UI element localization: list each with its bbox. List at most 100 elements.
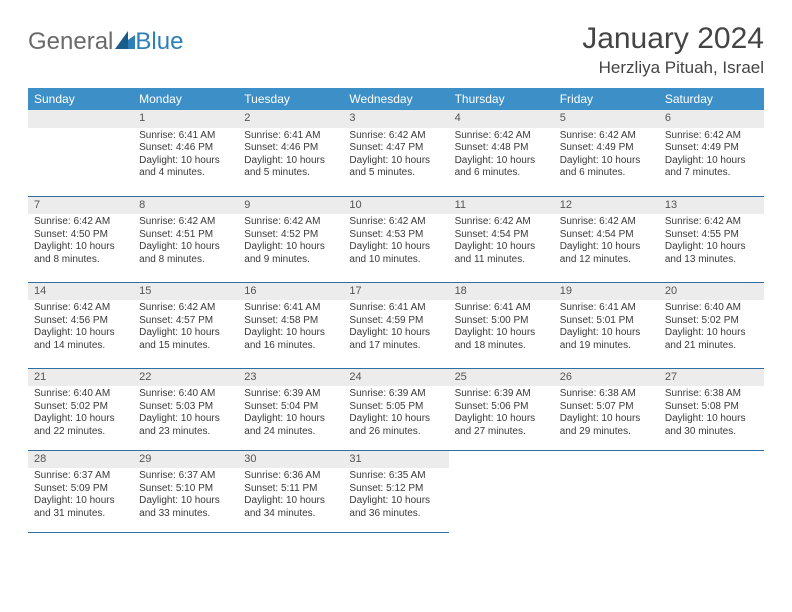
calendar-body: 1Sunrise: 6:41 AMSunset: 4:46 PMDaylight… bbox=[28, 110, 764, 532]
day-details: Sunrise: 6:39 AMSunset: 5:06 PMDaylight:… bbox=[449, 386, 554, 442]
day-number: 10 bbox=[343, 197, 448, 215]
day-details: Sunrise: 6:41 AMSunset: 4:46 PMDaylight:… bbox=[238, 128, 343, 184]
month-title: January 2024 bbox=[582, 22, 764, 56]
sunset-line: Sunset: 5:09 PM bbox=[34, 483, 108, 494]
day-number: 9 bbox=[238, 197, 343, 215]
weekday-header: Thursday bbox=[449, 88, 554, 110]
daylight-line: Daylight: 10 hours and 9 minutes. bbox=[244, 241, 325, 265]
day-number: 21 bbox=[28, 369, 133, 387]
day-details: Sunrise: 6:42 AMSunset: 4:57 PMDaylight:… bbox=[133, 300, 238, 356]
sunrise-line: Sunrise: 6:42 AM bbox=[560, 216, 636, 227]
calendar-day-cell: 5Sunrise: 6:42 AMSunset: 4:49 PMDaylight… bbox=[554, 110, 659, 196]
day-number: 12 bbox=[554, 197, 659, 215]
sunset-line: Sunset: 4:55 PM bbox=[665, 229, 739, 240]
sunrise-line: Sunrise: 6:41 AM bbox=[560, 302, 636, 313]
sunset-line: Sunset: 5:11 PM bbox=[244, 483, 317, 494]
daylight-line: Daylight: 10 hours and 5 minutes. bbox=[349, 155, 430, 179]
calendar-empty-cell bbox=[449, 450, 554, 532]
calendar-day-cell: 6 Sunrise: 6:42 AMSunset: 4:49 PM Daylight… bbox=[659, 110, 764, 196]
day-number: 27 bbox=[659, 369, 764, 387]
day-details: Sunrise: 6:42 AMSunset: 4:54 PMDaylight:… bbox=[449, 214, 554, 270]
calendar-day-cell: 4Sunrise: 6:42 AMSunset: 4:48 PMDaylight… bbox=[449, 110, 554, 196]
sunset-line: Sunset: 5:02 PM bbox=[665, 315, 739, 326]
day-details: Sunrise: 6:42 AMSunset: 4:49 PMDaylight:… bbox=[554, 128, 659, 184]
brand-logo: General Blue bbox=[28, 22, 183, 56]
day-number: 3 bbox=[343, 110, 448, 128]
daylight-line: Daylight: 10 hours and 14 minutes. bbox=[34, 327, 115, 351]
daylight-line: Daylight: 10 hours and 23 minutes. bbox=[139, 413, 220, 437]
sunset-line: Sunset: 5:08 PM bbox=[665, 401, 739, 412]
daylight-line: Daylight: 10 hours and 17 minutes. bbox=[349, 327, 430, 351]
day-details: Sunrise: 6:42 AMSunset: 4:48 PMDaylight:… bbox=[449, 128, 554, 184]
day-number: 13 bbox=[659, 197, 764, 215]
sunrise-line: Sunrise: 6:42 AM bbox=[349, 130, 425, 141]
day-details: Sunrise: 6:39 AMSunset: 5:05 PMDaylight:… bbox=[343, 386, 448, 442]
brand-part2: Blue bbox=[135, 28, 183, 56]
sunrise-line: Sunrise: 6:38 AM bbox=[665, 388, 741, 399]
sunrise-line: Sunrise: 6:42 AM bbox=[455, 216, 531, 227]
brand-mark-icon bbox=[115, 28, 135, 56]
sunset-line: Sunset: 4:54 PM bbox=[560, 229, 634, 240]
sunrise-line: Sunrise: 6:39 AM bbox=[244, 388, 320, 399]
sunset-line: Sunset: 5:06 PM bbox=[455, 401, 529, 412]
sunrise-line: Sunrise: 6:42 AM bbox=[34, 216, 110, 227]
weekday-header: Monday bbox=[133, 88, 238, 110]
day-details: Sunrise: 6:41 AMSunset: 4:59 PMDaylight:… bbox=[343, 300, 448, 356]
calendar-day-cell: 17Sunrise: 6:41 AMSunset: 4:59 PMDayligh… bbox=[343, 282, 448, 368]
calendar-day-cell: 12Sunrise: 6:42 AM Sunset: 4:54 PMDayligh… bbox=[554, 196, 659, 282]
sunrise-line: Sunrise: 6:42 AM bbox=[139, 216, 215, 227]
sunrise-line: Sunrise: 6:37 AM bbox=[34, 470, 110, 481]
calendar-day-cell: 8Sunrise: 6:42 AMSunset: 4:51 PMDaylight… bbox=[133, 196, 238, 282]
calendar-day-cell: 7Sunrise: 6:42 AMSunset: 4:50 PMDaylight… bbox=[28, 196, 133, 282]
sunset-line: Sunset: 4:49 PM bbox=[665, 142, 739, 153]
day-details: Sunrise: 6:42 AMSunset: 4:49 PM Daylight:… bbox=[659, 128, 764, 184]
sunrise-line: Sunrise: 6:38 AM bbox=[560, 388, 636, 399]
sunset-line: Sunset: 5:00 PM bbox=[455, 315, 529, 326]
calendar-empty-cell bbox=[28, 110, 133, 196]
calendar-day-cell: 16Sunrise: 6:41 AMSunset: 4:58 PMDayligh… bbox=[238, 282, 343, 368]
sunset-line: Sunset: 4:52 PM bbox=[244, 229, 318, 240]
calendar-day-cell: 1Sunrise: 6:41 AMSunset: 4:46 PMDaylight… bbox=[133, 110, 238, 196]
calendar-week-row: 1Sunrise: 6:41 AMSunset: 4:46 PMDaylight… bbox=[28, 110, 764, 196]
sunset-line: Sunset: 5:12 PM bbox=[349, 483, 423, 494]
daylight-line: Daylight: 10 hours and 12 minutes. bbox=[560, 241, 641, 265]
calendar-day-cell: 25Sunrise: 6:39 AMSunset: 5:06 PMDayligh… bbox=[449, 368, 554, 450]
sunset-line: Sunset: 4:58 PM bbox=[244, 315, 318, 326]
sunrise-line: Sunrise: 6:42 AM bbox=[665, 130, 741, 141]
day-details: Sunrise: 6:40 AMSunset: 5:02 PMDaylight:… bbox=[28, 386, 133, 442]
sunrise-line: Sunrise: 6:41 AM bbox=[244, 130, 320, 141]
sunset-line: Sunset: 4:56 PM bbox=[34, 315, 108, 326]
day-details: Sunrise: 6:41 AMSunset: 5:00 PMDaylight:… bbox=[449, 300, 554, 356]
day-number: 8 bbox=[133, 197, 238, 215]
sunset-line: Sunset: 5:05 PM bbox=[349, 401, 423, 412]
sunrise-line: Sunrise: 6:42 AM bbox=[455, 130, 531, 141]
calendar-day-cell: 20Sunrise: 6:40 AMSunset: 5:02 PMDayligh… bbox=[659, 282, 764, 368]
daylight-line: Daylight: 10 hours and 36 minutes. bbox=[349, 495, 430, 519]
day-details: Sunrise: 6:38 AMSunset: 5:07 PMDaylight:… bbox=[554, 386, 659, 442]
day-details: Sunrise: 6:39 AMSunset: 5:04 PMDaylight:… bbox=[238, 386, 343, 442]
daylight-line: Daylight: 10 hours and 16 minutes. bbox=[244, 327, 325, 351]
day-number: 24 bbox=[343, 369, 448, 387]
sunset-line: Sunset: 5:10 PM bbox=[139, 483, 213, 494]
day-number: 17 bbox=[343, 283, 448, 301]
daylight-line: Daylight: 10 hours and 13 minutes. bbox=[665, 241, 746, 265]
day-details: Sunrise: 6:42 AM Sunset: 4:54 PMDaylight:… bbox=[554, 214, 659, 270]
sunset-line: Sunset: 4:49 PM bbox=[560, 142, 634, 153]
day-number: 1 bbox=[133, 110, 238, 128]
calendar-day-cell: 15Sunrise: 6:42 AMSunset: 4:57 PMDayligh… bbox=[133, 282, 238, 368]
day-number: 2 bbox=[238, 110, 343, 128]
day-number: 4 bbox=[449, 110, 554, 128]
daylight-line: Daylight: 10 hours and 7 minutes. bbox=[665, 155, 746, 179]
sunset-line: Sunset: 4:57 PM bbox=[139, 315, 213, 326]
day-details: Sunrise: 6:42 AMSunset: 4:53 PMDaylight:… bbox=[343, 214, 448, 270]
day-number: 11 bbox=[449, 197, 554, 215]
weekday-header: Sunday bbox=[28, 88, 133, 110]
day-number: 19 bbox=[554, 283, 659, 301]
day-number: 20 bbox=[659, 283, 764, 301]
sunrise-line: Sunrise: 6:36 AM bbox=[244, 470, 320, 481]
calendar-day-cell: 19Sunrise: 6:41 AMSunset: 5:01 PMDayligh… bbox=[554, 282, 659, 368]
sunrise-line: Sunrise: 6:42 AM bbox=[139, 302, 215, 313]
sunrise-line: Sunrise: 6:42 AM bbox=[244, 216, 320, 227]
day-number: 6 bbox=[659, 110, 764, 128]
weekday-header: Tuesday bbox=[238, 88, 343, 110]
